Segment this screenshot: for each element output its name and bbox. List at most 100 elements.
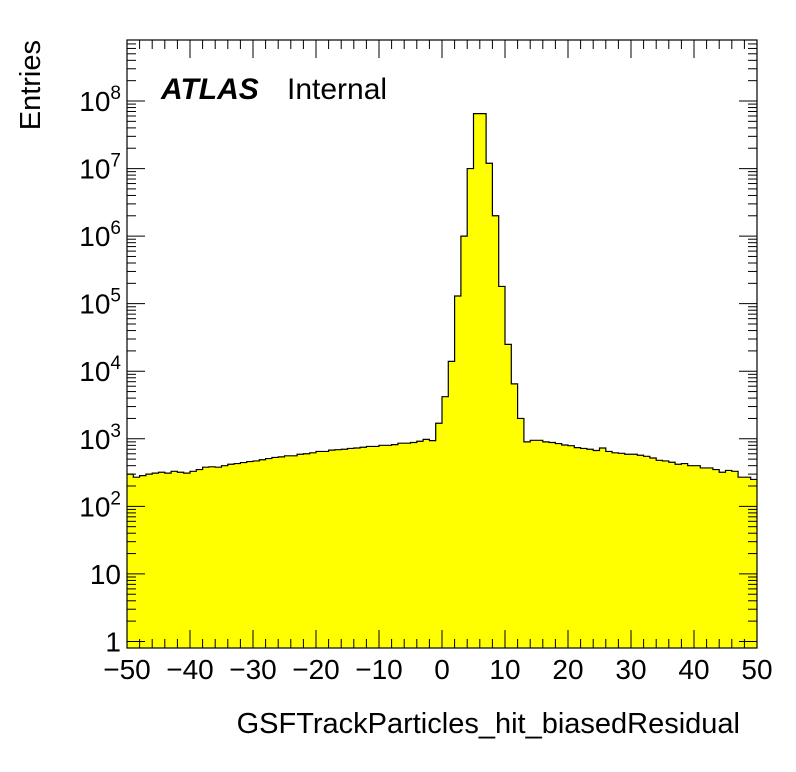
histogram-bar bbox=[328, 450, 336, 648]
y-tick-exponent: 8 bbox=[110, 83, 121, 104]
histogram-bar bbox=[196, 469, 203, 648]
x-tick-label: 40 bbox=[678, 654, 709, 685]
histogram-bar bbox=[435, 423, 443, 648]
y-tick-label: 105 bbox=[79, 286, 121, 320]
y-tick-base: 10 bbox=[79, 356, 110, 387]
histogram-bar bbox=[479, 113, 487, 649]
histogram-bars bbox=[127, 113, 758, 649]
histogram-bar bbox=[410, 442, 418, 648]
histogram-bar bbox=[454, 295, 462, 648]
y-tick-label: 106 bbox=[79, 218, 121, 252]
histogram-bar bbox=[700, 467, 707, 648]
x-tick-label: −50 bbox=[103, 654, 151, 685]
histogram-bar bbox=[309, 452, 317, 648]
histogram-bar bbox=[127, 474, 134, 648]
atlas-internal-label: Internal bbox=[287, 73, 387, 106]
histogram-bar bbox=[190, 471, 197, 648]
histogram-bar bbox=[152, 473, 159, 648]
histogram-bar bbox=[133, 477, 140, 648]
plot-frame bbox=[126, 39, 758, 649]
histogram-bar bbox=[353, 448, 361, 648]
y-tick-exponent: 5 bbox=[110, 286, 121, 307]
histogram-bar bbox=[297, 454, 304, 648]
histogram-bar bbox=[498, 286, 506, 648]
x-tick-label: −20 bbox=[292, 654, 340, 685]
y-tick-base: 10 bbox=[79, 221, 110, 252]
histogram-bar bbox=[290, 455, 298, 648]
histogram-bar bbox=[372, 446, 380, 648]
histogram-bar bbox=[379, 445, 386, 648]
histogram-bar bbox=[246, 461, 254, 648]
x-axis-title: GSFTrackParticles_hit_biasedResidual bbox=[237, 708, 740, 740]
histogram-bar bbox=[675, 464, 682, 648]
histogram-bar bbox=[530, 440, 537, 648]
histogram-bar bbox=[227, 464, 235, 648]
histogram-bar bbox=[139, 475, 147, 648]
histogram-bar bbox=[637, 455, 644, 648]
histogram-bar bbox=[240, 462, 248, 648]
histogram-bar bbox=[662, 460, 670, 648]
y-tick-base: 10 bbox=[79, 424, 110, 455]
histogram-bar bbox=[738, 477, 745, 648]
y-tick-label: 1 bbox=[105, 626, 121, 657]
histogram-bar bbox=[719, 472, 726, 648]
histogram-bar bbox=[561, 444, 569, 648]
y-tick-label: 108 bbox=[79, 83, 121, 117]
histogram-bar bbox=[586, 449, 594, 648]
histogram-bar bbox=[448, 361, 455, 648]
histogram-bar bbox=[505, 344, 512, 648]
histogram-bar bbox=[744, 477, 752, 648]
axis-ticks bbox=[126, 39, 758, 648]
histogram-bar bbox=[385, 445, 392, 648]
histogram-bar bbox=[303, 453, 311, 648]
histogram-outline bbox=[127, 113, 757, 481]
histogram-bar bbox=[271, 457, 279, 648]
histogram-bar bbox=[177, 472, 185, 648]
histogram-bar bbox=[202, 467, 210, 648]
x-tick-label: 0 bbox=[434, 654, 450, 685]
histogram-bar bbox=[574, 447, 581, 648]
histogram-bar bbox=[681, 463, 689, 648]
y-tick-base: 10 bbox=[79, 154, 110, 185]
y-tick-base: 10 bbox=[79, 289, 110, 320]
histogram-bar bbox=[624, 454, 632, 648]
histogram-bar bbox=[221, 465, 229, 648]
x-tick-label: −40 bbox=[166, 654, 214, 685]
y-tick-label: 103 bbox=[79, 421, 121, 455]
x-tick-labels: −50 −40 −30 −20 −10 0 10 20 30 40 50 bbox=[103, 654, 772, 685]
histogram-bar bbox=[234, 463, 241, 648]
histogram-bar bbox=[486, 163, 493, 649]
histogram-bar bbox=[725, 470, 733, 648]
histogram-bar bbox=[416, 441, 424, 648]
y-tick-exponent: 6 bbox=[110, 218, 121, 239]
y-tick-exponent: 3 bbox=[110, 421, 121, 442]
histogram-bar bbox=[429, 440, 437, 648]
histogram-bar bbox=[580, 448, 588, 648]
histogram-bar bbox=[656, 460, 663, 648]
histogram-bar bbox=[278, 456, 285, 648]
histogram-bar bbox=[631, 454, 638, 648]
y-tick-label: 107 bbox=[79, 151, 121, 185]
histogram-bar bbox=[618, 453, 626, 648]
histogram-bar bbox=[404, 443, 411, 648]
histogram-bar bbox=[643, 456, 651, 648]
atlas-label: ATLAS bbox=[160, 73, 259, 106]
histogram-bar bbox=[473, 113, 481, 649]
y-tick-exponent: 2 bbox=[110, 488, 121, 509]
histogram-bar bbox=[492, 215, 500, 648]
x-tick-label: −30 bbox=[229, 654, 277, 685]
histogram-bar bbox=[341, 449, 348, 648]
histogram-bar bbox=[612, 452, 619, 648]
histogram-bar bbox=[712, 469, 720, 648]
histogram-bar bbox=[253, 460, 260, 648]
y-axis-title: Entries bbox=[15, 40, 47, 130]
histogram-bar bbox=[605, 451, 613, 648]
histogram-bar bbox=[145, 474, 153, 648]
histogram-bar bbox=[334, 449, 342, 648]
histogram-bar bbox=[460, 236, 468, 648]
histogram-bar bbox=[259, 459, 266, 648]
histogram-bar bbox=[347, 448, 355, 648]
histogram-bar bbox=[171, 471, 178, 648]
histogram-bar bbox=[599, 448, 607, 648]
